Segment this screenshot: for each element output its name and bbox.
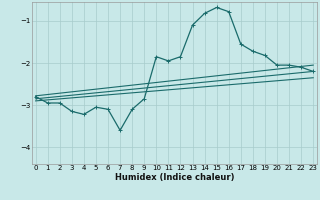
X-axis label: Humidex (Indice chaleur): Humidex (Indice chaleur) (115, 173, 234, 182)
